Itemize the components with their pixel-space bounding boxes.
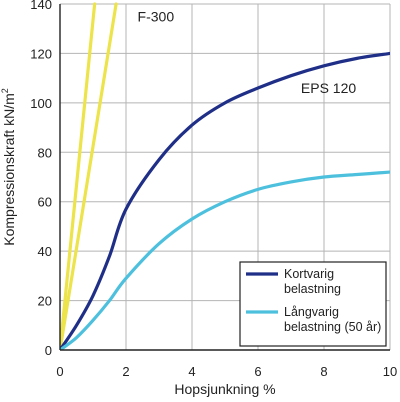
- axes: [59, 4, 390, 351]
- legend-label: belastning (50 år): [284, 320, 381, 334]
- y-tick-label: 120: [30, 46, 52, 61]
- y-tick-label: 140: [30, 0, 52, 12]
- legend-label: Kortvarig: [284, 267, 334, 281]
- x-axis-title: Hopsjunkning %: [174, 381, 275, 397]
- y-tick-label: 60: [38, 195, 52, 210]
- x-tick-label: 4: [188, 364, 195, 379]
- y-tick-label: 80: [38, 145, 52, 160]
- y-tick-label: 20: [38, 294, 52, 309]
- series-annotation: F-300: [138, 8, 175, 24]
- y-tick-label: 40: [38, 244, 52, 259]
- x-tick-label: 6: [254, 364, 261, 379]
- x-tick-label: 10: [383, 364, 397, 379]
- legend-label: Långvarig: [284, 305, 339, 319]
- series-annotation: EPS 120: [301, 80, 356, 96]
- x-tick-label: 0: [56, 364, 63, 379]
- y-axis-title: Kompressionskraft kN/m2: [0, 88, 17, 246]
- legend-label: belastning: [284, 282, 341, 296]
- y-axis-title-superscript: 2: [0, 88, 10, 93]
- series-lines: [60, 2, 390, 350]
- y-tick-label: 100: [30, 96, 52, 111]
- x-tick-label: 8: [320, 364, 327, 379]
- y-axis-title-main: Kompressionskraft kN/m: [1, 93, 17, 245]
- legend-box: [239, 261, 387, 347]
- series-line-2: [60, 170, 390, 350]
- x-tick-label: 2: [122, 364, 129, 379]
- y-tick-label: 0: [45, 343, 52, 358]
- f300-line: [60, 2, 118, 350]
- f300-line: [60, 2, 97, 350]
- series-line-1: [60, 51, 390, 350]
- annotations: F-300 EPS 120: [138, 8, 357, 96]
